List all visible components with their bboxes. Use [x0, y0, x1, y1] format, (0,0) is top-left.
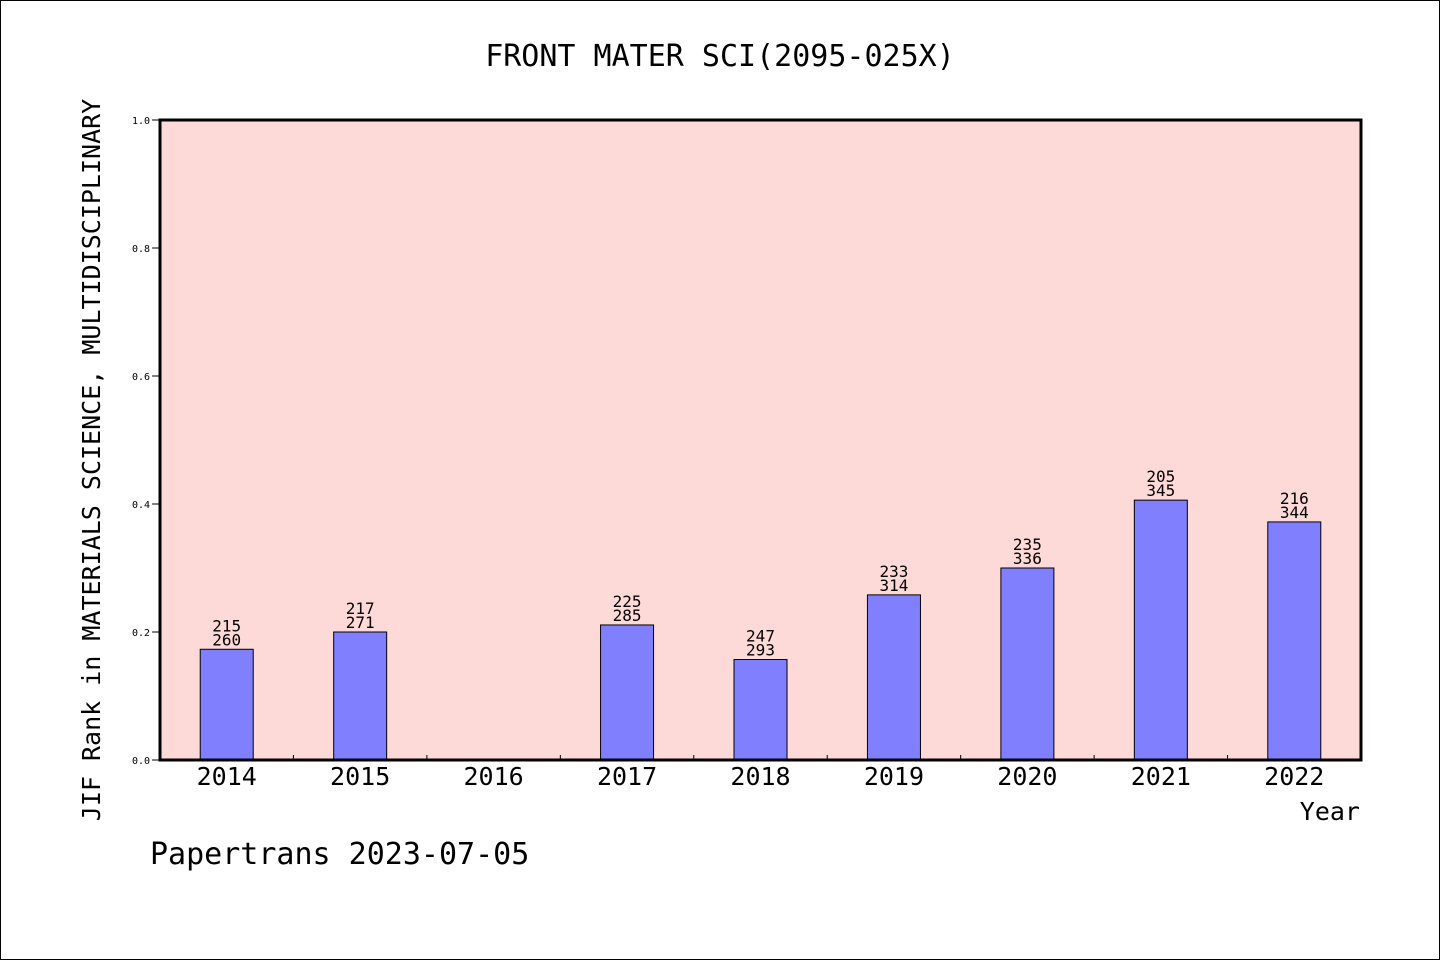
bars-group — [199, 499, 1322, 761]
bar-total-label: 344 — [1280, 503, 1309, 522]
bar-total-label: 314 — [879, 576, 908, 595]
bar-2014 — [199, 648, 254, 761]
x-axis-label: Year — [1300, 797, 1360, 826]
x-tick-label: 2017 — [597, 762, 657, 791]
x-tick-label: 2020 — [997, 762, 1057, 791]
bar-total-label: 293 — [746, 641, 775, 660]
y-axis-label: JIF Rank in MATERIALS SCIENCE, MULTIDISC… — [77, 99, 106, 821]
x-tick-label: 2022 — [1264, 762, 1324, 791]
bar-2018 — [733, 659, 788, 761]
x-tick-label: 2021 — [1131, 762, 1191, 791]
bar-total-label: 271 — [346, 613, 375, 632]
y-tick-label: 0.4 — [132, 500, 150, 511]
bar-rank-label: 233 — [879, 562, 908, 581]
y-tick-label: 0.2 — [132, 628, 150, 639]
footer-credit: Papertrans 2023-07-05 — [150, 837, 529, 872]
bar-rank-label: 225 — [613, 592, 642, 611]
y-tick-label: 1.0 — [132, 116, 150, 127]
bar-2022 — [1267, 521, 1322, 761]
bar-rank-label: 205 — [1146, 467, 1175, 486]
x-tick-label: 2019 — [864, 762, 924, 791]
y-axis: 0.0 0.2 0.4 0.6 0.8 1.0 — [132, 116, 160, 767]
bar-rank-label: 216 — [1280, 489, 1309, 508]
bar-rank-label: 235 — [1013, 535, 1042, 554]
x-tick-label: 2018 — [730, 762, 790, 791]
bar-total-label: 285 — [613, 606, 642, 625]
bar-total-label: 345 — [1146, 481, 1175, 500]
y-tick-label: 0.8 — [132, 244, 150, 255]
chart-title: FRONT MATER SCI(2095-025X) — [485, 39, 955, 74]
plot-border — [158, 118, 1363, 762]
x-tick-label: 2016 — [464, 762, 524, 791]
bar-2015 — [333, 631, 388, 761]
bar-rank-label: 247 — [746, 627, 775, 646]
bar-total-label: 336 — [1013, 549, 1042, 568]
bar-total-label: 260 — [212, 630, 241, 649]
bar-labels-group: 2152602172712252852472932333142353362053… — [212, 467, 1308, 659]
bar-2020 — [1000, 567, 1055, 761]
bar-2019 — [866, 594, 921, 761]
bar-2021 — [1133, 499, 1188, 761]
bar-rank-label: 217 — [346, 599, 375, 618]
bar-2017 — [600, 624, 655, 761]
y-tick-label: 0.0 — [132, 756, 150, 767]
bar-rank-label: 215 — [212, 616, 241, 635]
x-tick-label: 2015 — [330, 762, 390, 791]
x-tick-label: 2014 — [197, 762, 257, 791]
y-tick-label: 0.6 — [132, 372, 150, 383]
x-axis: 2014 2015 2016 2017 2018 2019 2020 2021 2022 — [197, 755, 1324, 791]
